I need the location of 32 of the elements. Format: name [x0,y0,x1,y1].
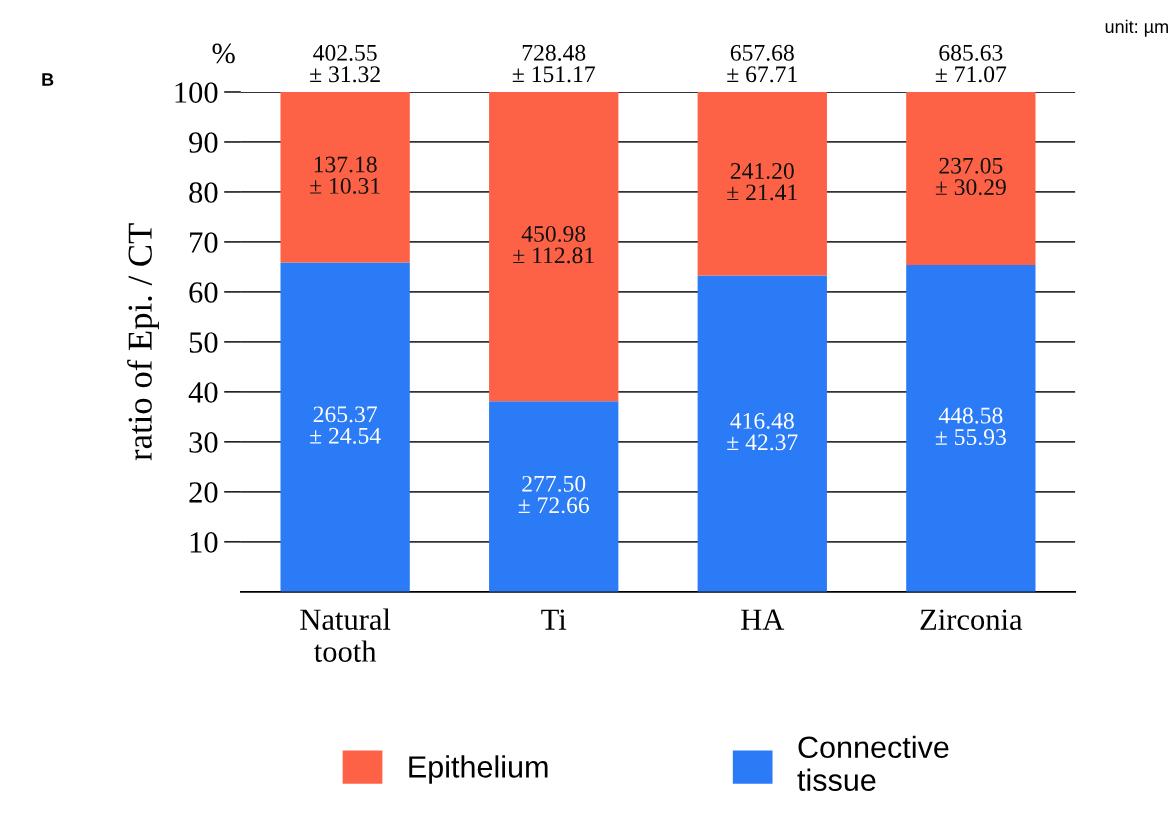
y-tick-label: 40 [188,382,218,403]
y-tick-label: 60 [189,282,218,303]
x-tick-label: Zirconia [920,609,1023,630]
y-axis-title: ratio of Epi. / CT [127,223,159,461]
annotation: 450.98 ± 112.81 [513,225,594,264]
y-tick-label: 50 [189,332,218,353]
annotation: 448.58 ± 55.93 [935,407,1006,446]
x-tick-label: HA [741,609,785,630]
y-tick-label: 20 [189,482,218,503]
y-tick-label: 100 [175,82,218,103]
total-label: 657.68 ± 67.71 [727,44,797,83]
total-label: 402.55 ± 31.32 [310,44,380,83]
annotation: 237.05 ± 30.29 [935,157,1006,196]
y-tick-label: 10 [190,532,218,553]
y-tick-label: 80 [189,182,218,203]
total-label: 685.63 ± 71.07 [935,44,1007,83]
text: % [212,43,235,64]
legend-label: Epithelium [409,755,548,784]
annotation: 241.20 ± 21.41 [727,162,797,201]
annotation: 416.48 ± 42.37 [727,412,798,451]
y-tick-label: 90 [189,132,218,153]
annotation: 277.50 ± 72.66 [518,475,590,514]
text: B [42,73,54,86]
annotation: 137.18 ± 10.31 [310,156,380,194]
x-tick-label: Ti [541,609,567,630]
x-tick-label: Natural tooth [300,608,391,662]
y-tick-label: 30 [189,432,218,453]
legend-label: Connective tissue [797,735,949,792]
annotation: 265.37 ± 24.54 [310,406,381,444]
text: unit: µm [1105,19,1168,37]
y-tick-label: 70 [190,232,218,253]
total-label: 728.48 ± 151.17 [512,44,595,83]
